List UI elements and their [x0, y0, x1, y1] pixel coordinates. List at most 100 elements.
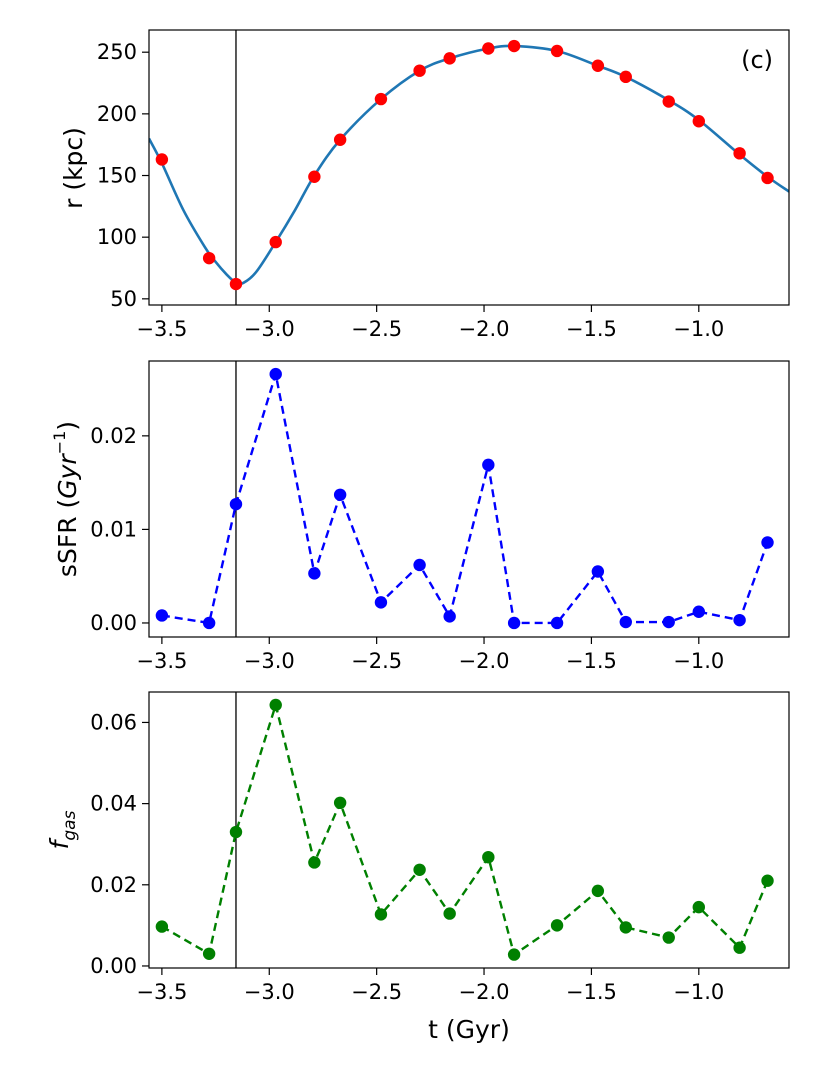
ssfr-y-tick-label: 0.01	[90, 517, 137, 541]
fgas-data-point	[269, 698, 282, 712]
radius-data-point	[550, 44, 564, 58]
fgas-x-tick-label: −1.5	[566, 980, 617, 1004]
fgas-data-point	[591, 884, 605, 898]
fgas-data-group	[155, 692, 774, 968]
radius-data-point	[308, 170, 321, 183]
ssfr-data-point	[692, 605, 705, 618]
ssfr-series-line	[161, 373, 769, 625]
fgas-panel: −3.5 −3.0 −2.5 −2.0 −1.5 −1.0 0.00 0.02 0.04 0.06…	[45, 691, 790, 1004]
ssfr-data-point	[374, 596, 388, 609]
ssfr-data-point	[202, 616, 216, 630]
ssfr-data-point	[413, 558, 426, 572]
ssfr-data-point	[155, 609, 169, 622]
radius-data-point	[333, 133, 347, 146]
fgas-data-point	[229, 825, 243, 839]
ssfr-y-tick-label: 0.02	[90, 424, 137, 448]
ssfr-data-point	[761, 536, 774, 549]
radius-x-tick-label: −3.5	[136, 317, 187, 341]
radius-y-tick-label: 200	[97, 102, 137, 126]
radius-data-point	[482, 42, 495, 55]
fgas-data-point	[443, 907, 456, 920]
radius-y-tick-label: 50	[110, 287, 137, 311]
ssfr-x-tick-label: −2.5	[351, 649, 402, 673]
radius-x-tick-label: −1.0	[673, 317, 724, 341]
radius-data-point	[374, 92, 388, 106]
panel-tag: (c)	[741, 46, 773, 74]
fgas-data-point	[662, 931, 675, 944]
radius-data-point	[761, 171, 774, 185]
ssfr-x-tick-label: −1.0	[673, 649, 724, 673]
radius-data-group	[149, 30, 789, 305]
fgas-data-point	[619, 921, 632, 934]
radius-data-point	[619, 70, 632, 84]
fgas-x-tick-label: −2.5	[351, 980, 402, 1004]
fgas-x-tick-label: −3.5	[136, 980, 187, 1004]
radius-data-point	[733, 147, 746, 160]
ssfr-data-point	[619, 615, 632, 629]
ssfr-data-point	[308, 567, 321, 580]
radius-data-point	[155, 153, 169, 166]
ssfr-data-point	[443, 610, 456, 623]
fgas-data-point	[761, 874, 774, 887]
ssfr-data-point	[550, 616, 564, 630]
radius-data-point	[692, 115, 705, 128]
fgas-data-point	[308, 856, 321, 869]
x-axis-label: t (Gyr)	[428, 1015, 510, 1044]
radius-data-point	[662, 95, 675, 108]
radius-panel: −3.5 −3.0 −2.5 −2.0 −1.5 −1.0 50 100 150 200 250 (…	[59, 29, 790, 341]
ssfr-data-point	[507, 616, 521, 630]
fgas-data-point	[155, 920, 169, 933]
fgas-data-point	[413, 863, 426, 876]
ssfr-data-point	[229, 497, 243, 511]
ssfr-x-tick-label: −3.5	[136, 649, 187, 673]
fgas-x-tick-label: −1.0	[673, 980, 724, 1004]
radius-y-axis-label: r (kpc)	[59, 127, 88, 209]
fgas-y-tick-label: 0.02	[90, 873, 137, 897]
radius-data-point	[269, 235, 282, 249]
ssfr-data-point	[662, 615, 675, 629]
fgas-x-tick-label: −2.0	[459, 980, 510, 1004]
radius-y-tick-label: 250	[97, 40, 137, 64]
ssfr-x-tick-label: −2.0	[459, 649, 510, 673]
fgas-data-point	[374, 908, 388, 921]
ssfr-x-tick-label: −3.0	[244, 649, 295, 673]
fgas-data-point	[733, 941, 746, 954]
radius-panel-frame	[148, 29, 790, 306]
ssfr-data-point	[482, 458, 495, 472]
radius-y-tick-label: 100	[97, 225, 137, 249]
fgas-data-point	[202, 947, 216, 960]
ssfr-panel-frame	[148, 360, 790, 638]
fgas-x-tick-label: −3.0	[244, 980, 295, 1004]
fgas-y-tick-label: 0.04	[90, 792, 137, 816]
ssfr-data-point	[733, 613, 746, 627]
ssfr-data-point	[269, 367, 282, 381]
fgas-data-point	[507, 948, 521, 961]
radius-x-tick-label: −2.5	[351, 317, 402, 341]
fgas-data-point	[692, 900, 705, 914]
ssfr-data-group	[155, 361, 774, 637]
ssfr-y-tick-label: 0.00	[90, 611, 137, 635]
radius-x-tick-label: −1.5	[566, 317, 617, 341]
fgas-panel-frame	[148, 691, 790, 969]
ssfr-y-axis-label: sSFR (Gyr−1)	[50, 421, 82, 577]
radius-x-tick-label: −3.0	[244, 317, 295, 341]
radius-data-point	[202, 251, 216, 265]
fgas-y-axis-label: fgas	[45, 810, 80, 849]
ssfr-x-tick-label: −1.5	[566, 649, 617, 673]
fgas-y-tick-label: 0.06	[90, 710, 137, 734]
radius-data-point	[591, 59, 605, 72]
ssfr-panel: −3.5 −3.0 −2.5 −2.0 −1.5 −1.0 0.00 0.01 0.02 sSF…	[50, 360, 790, 673]
radius-orbit-curve	[149, 44, 789, 286]
ssfr-data-point	[333, 488, 347, 501]
radius-y-tick-label: 150	[97, 164, 137, 188]
ssfr-data-point	[591, 565, 605, 578]
fgas-data-point	[333, 796, 347, 810]
fgas-series-line	[161, 700, 769, 957]
radius-data-point	[443, 52, 456, 65]
radius-data-point	[507, 39, 521, 53]
radius-data-point	[229, 277, 243, 291]
radius-data-point	[413, 64, 426, 77]
fgas-y-tick-label: 0.00	[90, 954, 137, 978]
fgas-data-point	[482, 850, 495, 864]
